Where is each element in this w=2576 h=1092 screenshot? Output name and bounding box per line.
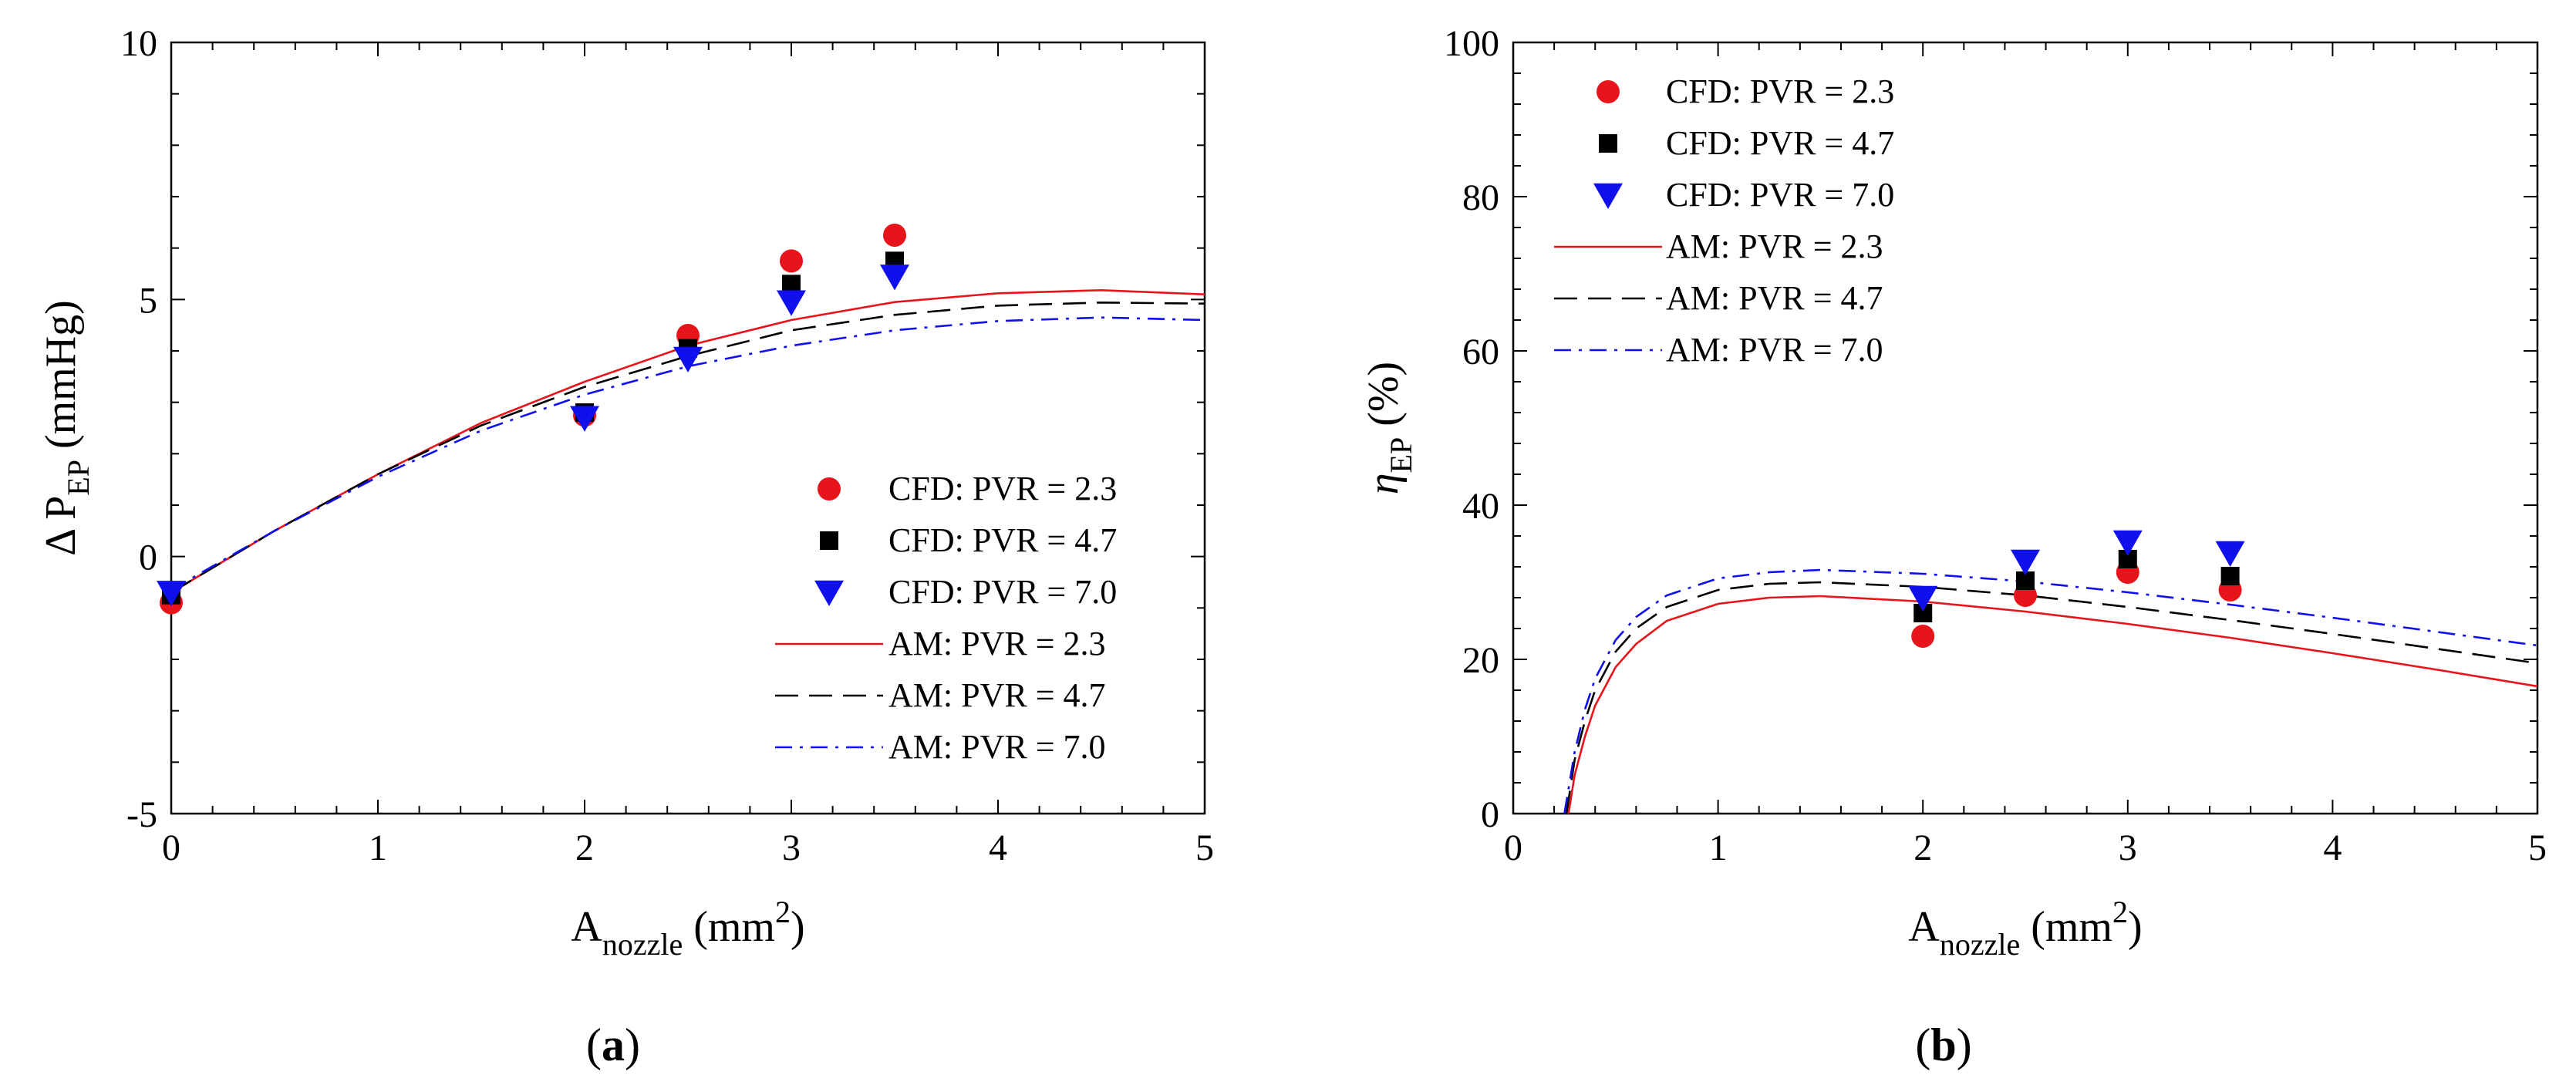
x-axis-label: Anozzle (mm2) xyxy=(1908,895,2142,962)
legend-label-3: AM: PVR = 2.3 xyxy=(1666,228,1883,265)
x-tick-label: 5 xyxy=(1195,827,1214,868)
data-point-2-1 xyxy=(2011,549,2040,576)
panel-label-close: ) xyxy=(1957,1020,1972,1070)
x-tick-label: 1 xyxy=(1709,827,1728,868)
legend-label-0: CFD: PVR = 2.3 xyxy=(888,470,1117,507)
x-axis-label-mid: (mm xyxy=(2020,903,2112,951)
panel-label-close: ) xyxy=(625,1020,640,1070)
legend-label-5: AM: PVR = 7.0 xyxy=(1666,331,1883,369)
x-axis-label-end: ) xyxy=(791,903,805,951)
panel-label-open: ( xyxy=(1915,1020,1930,1070)
y-tick-label: 100 xyxy=(1444,23,1499,64)
legend-symbol-2 xyxy=(1593,183,1623,210)
series-line-3 xyxy=(1567,595,2537,814)
panel-label-letter: a xyxy=(602,1020,625,1070)
x-tick-label: 0 xyxy=(162,827,180,868)
legend-label-4: AM: PVR = 4.7 xyxy=(888,676,1106,714)
legend-label-0: CFD: PVR = 2.3 xyxy=(1666,72,1894,110)
y-axis-label-sub: EP xyxy=(61,460,96,496)
legend: CFD: PVR = 2.3 CFD: PVR = 4.7 CFD: PVR = 7… xyxy=(1554,72,1894,369)
y-tick-label: 80 xyxy=(1462,177,1499,218)
series-markers-2 xyxy=(157,265,909,607)
data-point-0-4 xyxy=(883,224,906,247)
x-tick-label: 2 xyxy=(575,827,594,868)
series-line-4 xyxy=(1565,581,2537,814)
y-tick-label: -5 xyxy=(126,794,157,835)
curves-group xyxy=(1563,568,2537,814)
x-axis-label-sub: nozzle xyxy=(602,927,683,962)
legend-symbol-0 xyxy=(1597,80,1620,103)
legend-label-1: CFD: PVR = 4.7 xyxy=(1666,124,1894,162)
y-axis-label-end: (mmHg) xyxy=(37,300,85,460)
legend-label-2: CFD: PVR = 7.0 xyxy=(888,573,1117,611)
legend-label-3: AM: PVR = 2.3 xyxy=(888,625,1106,662)
x-axis-label-end: ) xyxy=(2128,903,2143,951)
legend-symbol-1 xyxy=(820,531,838,550)
panel-label-open: ( xyxy=(586,1020,602,1070)
x-tick-label: 3 xyxy=(2119,827,2137,868)
x-tick-label: 3 xyxy=(782,827,801,868)
data-point-2-2 xyxy=(673,346,703,373)
x-axis-label-base: A xyxy=(571,903,602,951)
data-point-2-1 xyxy=(570,406,599,432)
y-tick-label: 5 xyxy=(139,280,157,321)
data-point-0-0 xyxy=(1911,625,1935,648)
data-point-2-0 xyxy=(1908,585,1938,612)
series-line-5 xyxy=(1563,568,2537,814)
x-tick-label: 1 xyxy=(369,827,387,868)
y-axis-label-base: η xyxy=(1360,473,1408,494)
data-point-2-4 xyxy=(880,265,909,291)
legend-label-1: CFD: PVR = 4.7 xyxy=(888,521,1117,559)
x-axis-label-base: A xyxy=(1908,903,1940,951)
x-tick-label: 5 xyxy=(2528,827,2547,868)
series-line-5 xyxy=(171,316,1205,592)
x-axis-label-sup: 2 xyxy=(775,895,791,929)
data-point-2-3 xyxy=(777,290,806,316)
data-point-1-3 xyxy=(782,275,801,294)
y-tick-label: 0 xyxy=(1481,794,1499,835)
x-tick-label: 2 xyxy=(1913,827,1932,868)
panel-label: (a) xyxy=(586,1020,640,1070)
data-point-2-0 xyxy=(157,581,186,607)
plot-frame xyxy=(170,41,1206,815)
x-tick-label: 4 xyxy=(989,827,1007,868)
y-tick-label: 10 xyxy=(120,23,157,64)
legend-symbol-1 xyxy=(1599,134,1617,153)
y-axis-label-end: (%) xyxy=(1360,362,1408,437)
data-point-0-3 xyxy=(780,249,803,273)
y-tick-label: 0 xyxy=(139,538,157,578)
panel-label: (b) xyxy=(1915,1020,1971,1070)
x-tick-label: 4 xyxy=(2323,827,2342,868)
y-tick-label: 40 xyxy=(1462,486,1499,527)
x-axis-label-sup: 2 xyxy=(2112,895,2128,929)
x-axis-label: Anozzle (mm2) xyxy=(571,895,804,962)
x-axis-label-sub: nozzle xyxy=(1940,927,2020,962)
x-axis-label-mid: (mm xyxy=(683,903,775,951)
series-markers-0 xyxy=(1911,561,2242,648)
y-axis-label: Δ PEP (mmHg) xyxy=(37,300,96,556)
series-markers-2 xyxy=(1908,530,2245,612)
y-axis-label: ηEP (%) xyxy=(1360,362,1418,494)
y-tick-label: 60 xyxy=(1462,332,1499,372)
panel-label-letter: b xyxy=(1930,1020,1956,1070)
x-tick-label: 0 xyxy=(1504,827,1522,868)
plot-frame xyxy=(1512,41,2539,815)
y-axis-label-sub: EP xyxy=(1384,437,1418,474)
series-line-4 xyxy=(171,301,1205,594)
legend-label-5: AM: PVR = 7.0 xyxy=(888,728,1106,766)
legend-symbol-2 xyxy=(814,580,844,607)
y-axis-label-base: Δ P xyxy=(37,496,85,556)
y-tick-label: 20 xyxy=(1462,640,1499,681)
series-markers-1 xyxy=(1913,550,2240,622)
legend-label-2: CFD: PVR = 7.0 xyxy=(1666,176,1894,214)
legend-label-4: AM: PVR = 4.7 xyxy=(1666,279,1883,317)
legend: CFD: PVR = 2.3 CFD: PVR = 4.7 CFD: PVR = 7… xyxy=(775,470,1117,766)
data-point-2-2 xyxy=(2112,530,2143,557)
legend-symbol-0 xyxy=(818,477,841,501)
data-point-2-3 xyxy=(2215,541,2245,568)
data-point-1-3 xyxy=(2220,567,2240,585)
